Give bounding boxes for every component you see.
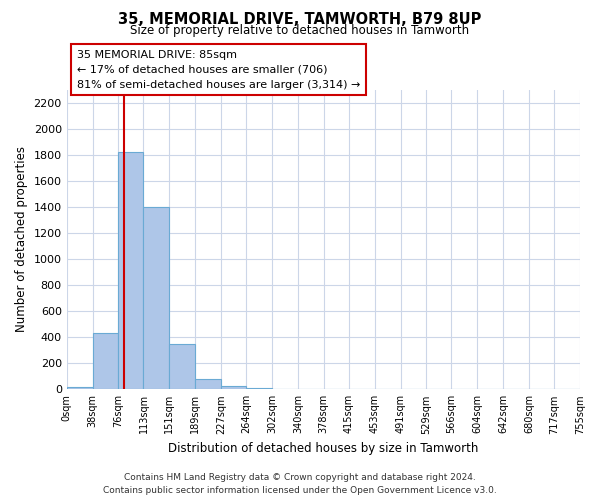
Bar	[169, 344, 195, 390]
Bar	[195, 379, 221, 390]
X-axis label: Distribution of detached houses by size in Tamworth: Distribution of detached houses by size …	[168, 442, 479, 455]
Bar	[92, 334, 118, 390]
Bar	[118, 152, 143, 390]
Text: Contains HM Land Registry data © Crown copyright and database right 2024.
Contai: Contains HM Land Registry data © Crown c…	[103, 474, 497, 495]
Text: 35, MEMORIAL DRIVE, TAMWORTH, B79 8UP: 35, MEMORIAL DRIVE, TAMWORTH, B79 8UP	[118, 12, 482, 28]
Text: Size of property relative to detached houses in Tamworth: Size of property relative to detached ho…	[130, 24, 470, 37]
Y-axis label: Number of detached properties: Number of detached properties	[15, 146, 28, 332]
Bar	[143, 207, 169, 390]
Bar	[246, 388, 272, 390]
Text: 35 MEMORIAL DRIVE: 85sqm
← 17% of detached houses are smaller (706)
81% of semi-: 35 MEMORIAL DRIVE: 85sqm ← 17% of detach…	[77, 50, 361, 90]
Bar	[221, 386, 246, 390]
Bar	[67, 388, 92, 390]
